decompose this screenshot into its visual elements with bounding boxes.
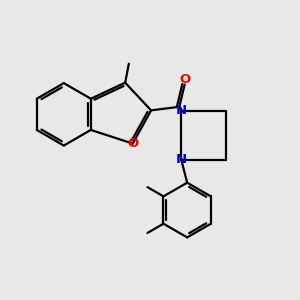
Text: O: O: [179, 73, 190, 86]
Text: N: N: [176, 153, 187, 166]
Text: N: N: [176, 104, 187, 117]
Text: O: O: [127, 137, 138, 150]
